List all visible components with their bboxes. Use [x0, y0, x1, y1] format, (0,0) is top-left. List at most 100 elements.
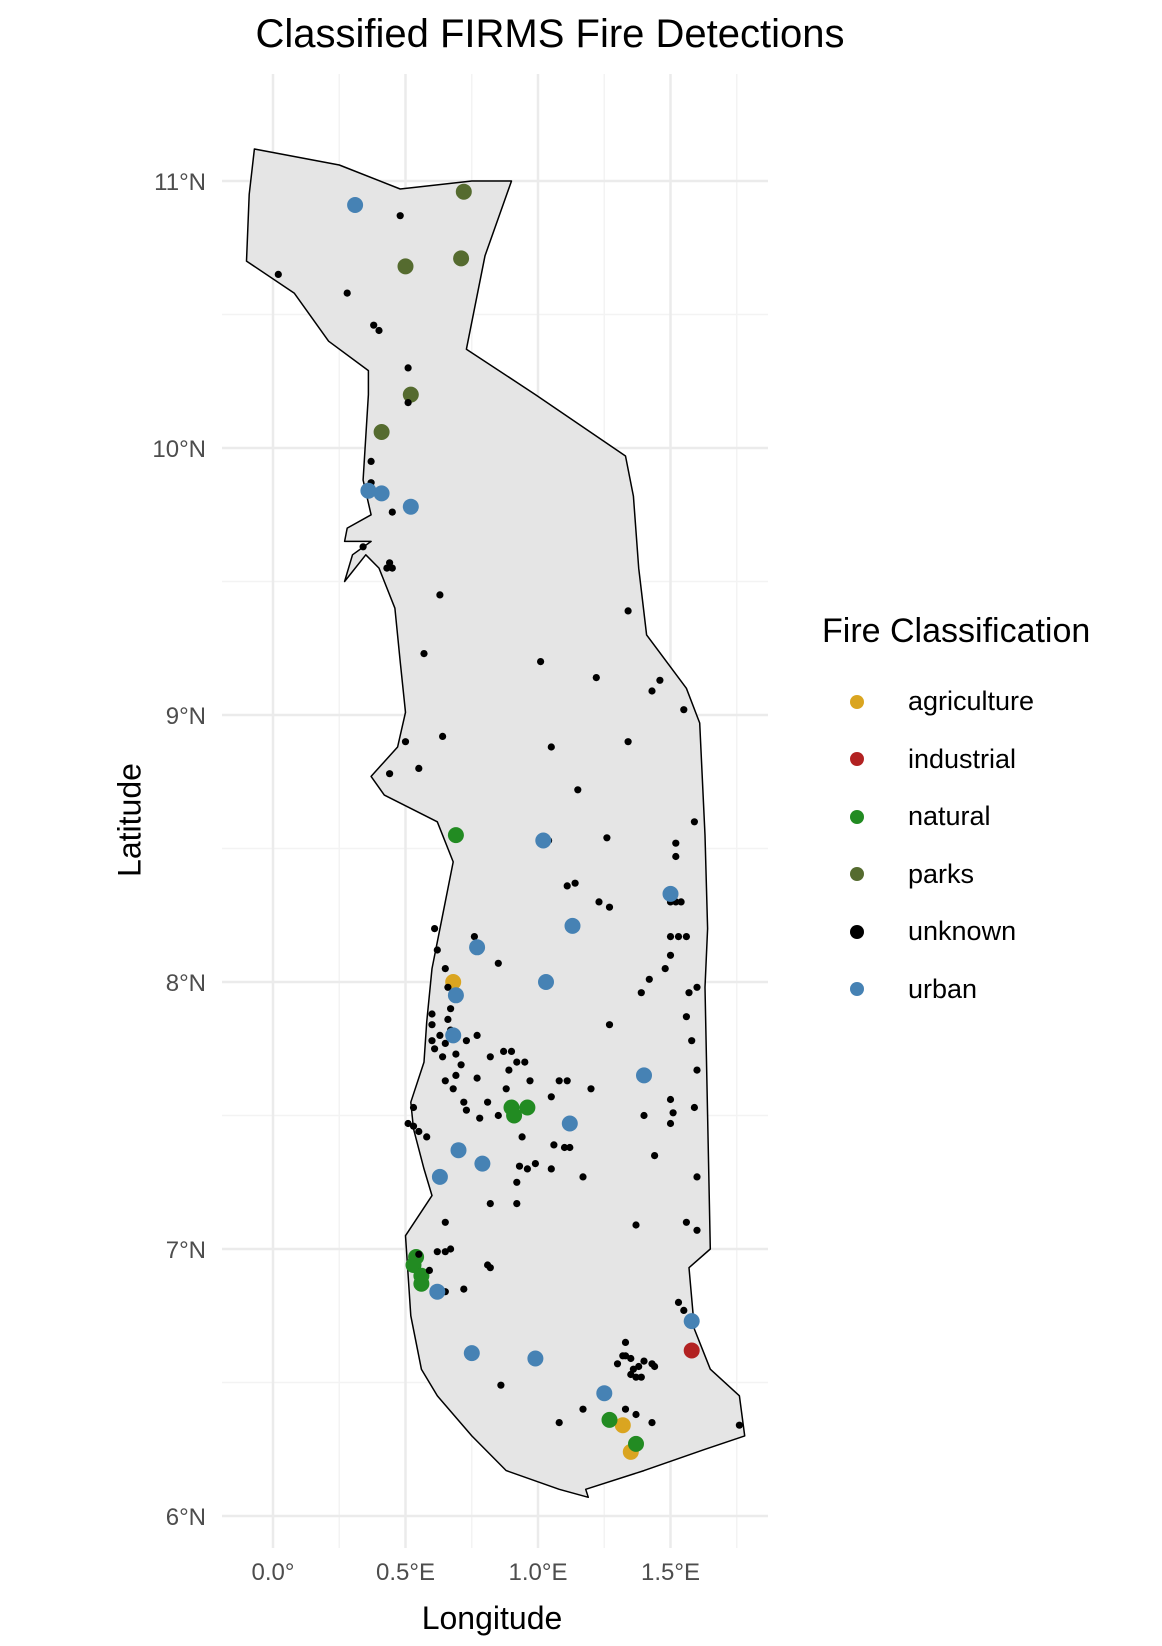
fire-point-unknown — [428, 1037, 436, 1045]
y-tick-label: 10°N — [152, 436, 206, 463]
x-tick-label: 1.5°E — [641, 1559, 700, 1586]
fire-point-parks — [402, 386, 419, 403]
fire-point-natural — [628, 1435, 644, 1452]
fire-point-unknown — [415, 1250, 423, 1258]
fire-point-unknown — [370, 321, 378, 329]
fire-point-unknown — [386, 559, 394, 567]
fire-point-unknown — [677, 898, 685, 906]
fire-point-unknown — [624, 738, 632, 746]
fire-point-unknown — [486, 1200, 494, 1208]
x-tick-label: 1.0°E — [509, 1559, 568, 1586]
fire-point-unknown — [431, 925, 439, 933]
legend-item-industrial: industrial — [822, 731, 1090, 789]
fire-point-unknown — [680, 706, 688, 714]
fire-point-unknown — [486, 1053, 494, 1061]
fire-point-unknown — [666, 951, 675, 959]
fire-point-unknown — [396, 212, 404, 220]
fire-point-unknown — [648, 687, 656, 695]
fire-point-urban — [564, 917, 581, 934]
fire-point-unknown — [439, 732, 447, 741]
x-tick-label: 0.5°E — [376, 1559, 435, 1586]
fire-point-unknown — [500, 1047, 508, 1055]
fire-point-unknown — [672, 852, 680, 861]
fire-point-unknown — [513, 1178, 521, 1186]
fire-point-unknown — [669, 1109, 677, 1117]
fire-point-unknown — [693, 1226, 701, 1234]
fire-point-unknown — [484, 1261, 492, 1269]
fire-point-unknown — [605, 1021, 614, 1029]
fire-point-unknown — [441, 1077, 449, 1085]
y-tick-label: 9°N — [166, 703, 206, 730]
fire-point-unknown — [651, 1362, 659, 1371]
fire-point-unknown — [613, 1360, 622, 1368]
fire-point-unknown — [433, 946, 441, 954]
fire-point-unknown — [531, 1160, 540, 1168]
fire-point-urban — [429, 1283, 446, 1300]
fire-point-unknown — [563, 882, 571, 890]
fire-point-unknown — [462, 1037, 470, 1045]
fire-point-unknown — [550, 1141, 558, 1149]
fire-point-urban — [474, 1155, 491, 1172]
fire-point-unknown — [505, 1066, 513, 1074]
fire-point-unknown — [439, 1053, 447, 1061]
fire-point-urban — [402, 498, 419, 515]
fire-point-unknown — [693, 1066, 701, 1074]
fire-point-unknown — [661, 965, 669, 973]
fire-point-unknown — [386, 770, 394, 778]
fire-point-unknown — [497, 1381, 505, 1389]
fire-point-unknown — [571, 879, 579, 887]
fire-point-unknown — [624, 607, 632, 615]
legend-label: urban — [908, 973, 978, 1004]
fire-point-unknown — [690, 818, 699, 826]
fire-point-urban — [445, 1027, 462, 1044]
fire-point-unknown — [547, 1165, 555, 1173]
fire-point-unknown — [452, 1071, 460, 1079]
fire-point-unknown — [460, 1098, 468, 1106]
fire-point-unknown — [447, 1005, 455, 1013]
fire-point-unknown — [674, 933, 683, 941]
fire-point-unknown — [460, 1285, 468, 1293]
fire-point-unknown — [637, 1373, 645, 1381]
fire-point-industrial — [683, 1342, 700, 1359]
fire-point-natural — [519, 1099, 536, 1116]
legend-key-industrial — [850, 752, 864, 767]
fire-point-urban — [347, 197, 364, 213]
fire-point-unknown — [621, 1338, 630, 1346]
fire-point-unknown — [690, 1103, 699, 1112]
fire-point-unknown — [401, 738, 410, 746]
fire-point-unknown — [579, 1405, 587, 1413]
fire-point-urban — [431, 1168, 448, 1185]
y-tick-label: 6°N — [166, 1504, 206, 1531]
y-tick-label: 11°N — [154, 169, 206, 196]
fire-point-unknown — [563, 1077, 571, 1085]
fire-point-unknown — [447, 1245, 455, 1253]
fire-point-unknown — [685, 989, 693, 997]
fire-point-unknown — [433, 1248, 441, 1256]
fire-point-urban — [683, 1313, 700, 1330]
fire-point-unknown — [404, 1119, 412, 1128]
legend-label: unknown — [908, 916, 1017, 947]
fire-point-agriculture — [614, 1417, 631, 1434]
fire-point-unknown — [476, 1114, 484, 1122]
fire-point-unknown — [388, 508, 396, 516]
fire-point-unknown — [441, 1248, 449, 1256]
fire-point-unknown — [640, 1111, 648, 1120]
fire-point-unknown — [605, 903, 614, 911]
fire-point-unknown — [409, 1103, 418, 1112]
fire-point-unknown — [444, 1015, 452, 1024]
fire-point-unknown — [409, 1122, 418, 1130]
x-tick-label: 0.0° — [252, 1559, 295, 1586]
fire-points — [274, 183, 744, 1460]
fire-point-unknown — [595, 898, 603, 906]
fire-point-unknown — [526, 1077, 534, 1085]
fire-point-unknown — [444, 983, 452, 991]
fire-point-unknown — [555, 1419, 563, 1427]
fire-point-urban — [450, 1142, 467, 1159]
legend: Fire Classification agriculture industria… — [822, 612, 1090, 1018]
fire-point-unknown — [627, 1354, 635, 1363]
fire-point-unknown — [449, 1085, 457, 1093]
legend-item-natural: natural — [822, 788, 1090, 846]
fire-point-unknown — [436, 1031, 444, 1039]
